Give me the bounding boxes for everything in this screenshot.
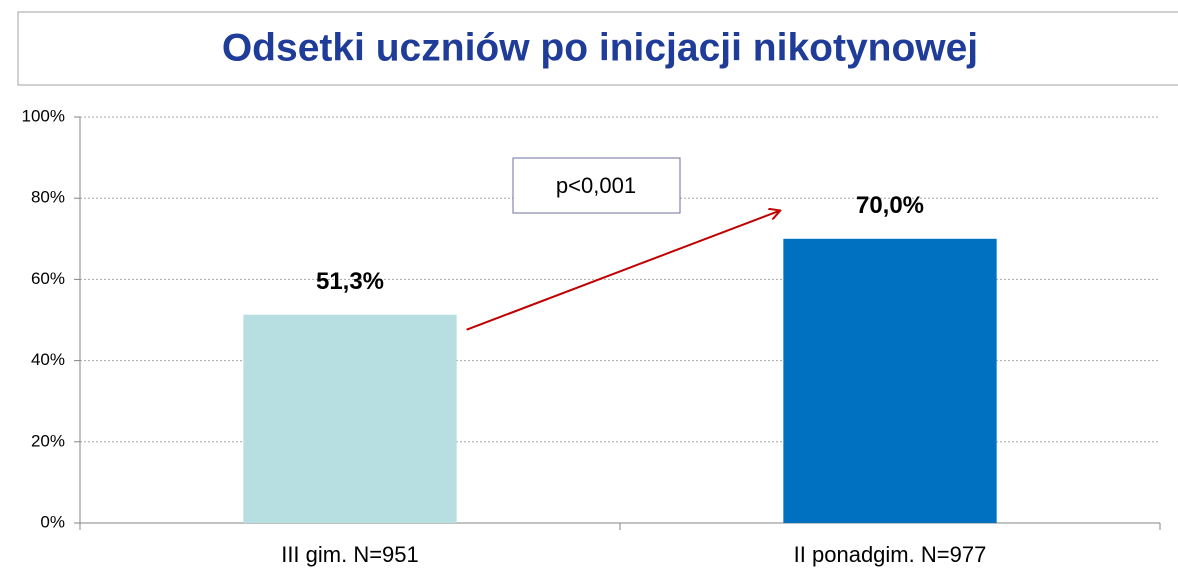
chart-title: Odsetki uczniów po inicjacji nikotynowej [222,26,978,69]
annotation: p<0,001 [556,173,636,198]
x-tick-label: II ponadgim. N=977 [794,542,987,567]
bar [243,314,457,523]
x-tick-label: III gim. N=951 [281,542,419,567]
data-label: 51,3% [316,268,384,295]
y-tick-label: 0% [40,512,65,531]
y-tick-label: 40% [31,350,65,369]
data-label: 70,0% [856,192,924,219]
y-tick-label: 80% [31,188,65,207]
annotation-box [512,157,681,214]
trend-arrow [466,211,780,331]
y-tick-label: 60% [31,269,65,288]
title-box [17,11,1178,86]
y-tick-label: 100% [22,106,65,125]
bar [783,238,997,524]
y-tick-label: 20% [31,431,65,450]
